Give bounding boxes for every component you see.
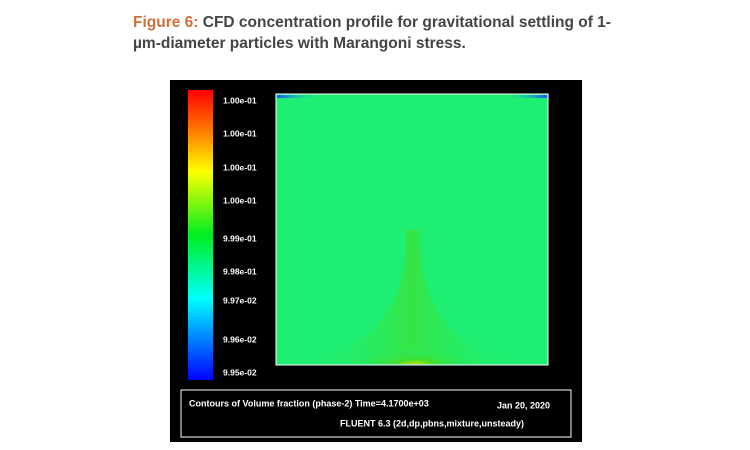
colorbar-label: 9.98e-01 xyxy=(223,266,257,276)
colorbar xyxy=(188,90,213,380)
colorbar-label: 9.97e-02 xyxy=(223,295,257,305)
figure-caption: Figure 6: CFD concentration profile for … xyxy=(133,12,623,54)
info-contour: Contours of Volume fraction (phase-2) Ti… xyxy=(189,398,429,408)
colorbar-label: 9.96e-02 xyxy=(223,334,257,344)
colorbar-label: 1.00e-01 xyxy=(223,162,257,172)
bottom-deposit xyxy=(340,330,490,364)
info-date: Jan 20, 2020 xyxy=(497,400,550,410)
info-solver: FLUENT 6.3 (2d,dp,pbns,mixture,unsteady) xyxy=(340,418,524,428)
top-edge xyxy=(277,95,547,98)
caption-text: CFD concentration profile for gravitatio… xyxy=(133,14,611,52)
figure-label: Figure 6: xyxy=(133,14,199,31)
colorbar-label: 1.00e-01 xyxy=(223,128,257,138)
colorbar-label: 9.99e-01 xyxy=(223,233,257,243)
plume xyxy=(300,230,524,362)
info-box xyxy=(180,389,572,438)
colorbar-label: 1.00e-01 xyxy=(223,95,257,105)
colorbar-label: 9.95e-02 xyxy=(223,367,257,377)
colorbar-label: 1.00e-01 xyxy=(223,195,257,205)
